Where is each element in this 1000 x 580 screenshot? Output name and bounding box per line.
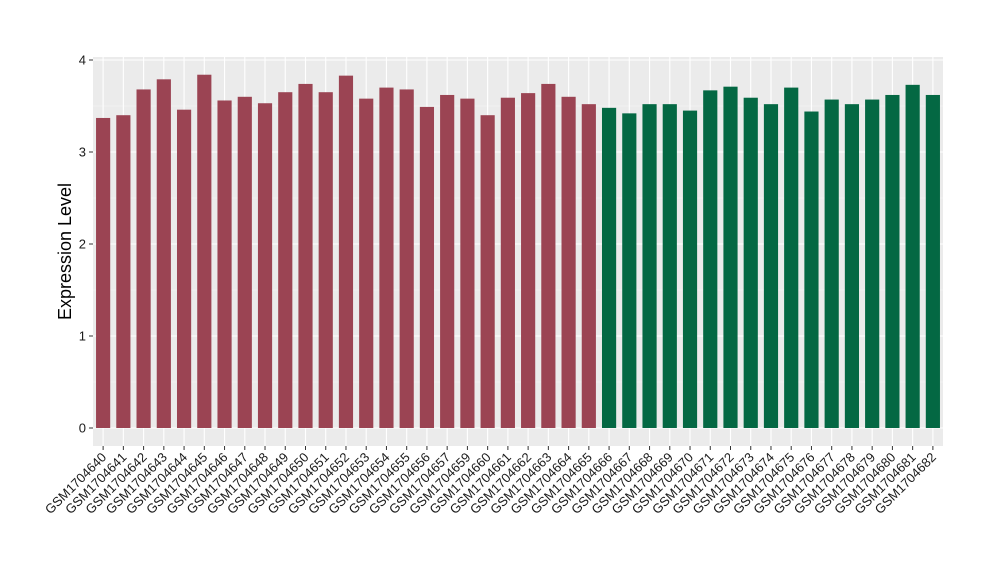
bar-GSM1704651 — [318, 92, 333, 428]
bar-GSM1704666 — [601, 107, 617, 428]
bar-GSM1704682 — [925, 94, 940, 429]
y-tick-label: 2 — [79, 237, 86, 252]
bar-GSM1704680 — [885, 94, 900, 429]
bar-GSM1704650 — [298, 83, 313, 429]
bar-GSM1704665 — [581, 104, 596, 428]
y-axis: 0 1 2 3 4 — [79, 53, 93, 436]
bar-GSM1704672 — [723, 86, 738, 429]
bar-GSM1704645 — [197, 74, 212, 428]
grid-minor — [93, 105, 943, 383]
bar-GSM1704664 — [561, 96, 576, 429]
bar-GSM1704678 — [844, 104, 860, 428]
y-tick-label: 0 — [79, 421, 86, 436]
bar-GSM1704640 — [96, 117, 111, 429]
bar-GSM1704649 — [278, 92, 293, 428]
bar-GSM1704675 — [784, 87, 799, 428]
y-tick-label: 4 — [79, 53, 86, 68]
bar-GSM1704647 — [237, 96, 252, 429]
bar-GSM1704679 — [865, 99, 880, 428]
bar-GSM1704656 — [419, 106, 435, 429]
bar-GSM1704669 — [662, 104, 677, 428]
bar-GSM1704657 — [440, 94, 455, 429]
bar-GSM1704677 — [824, 99, 839, 428]
bar-GSM1704663 — [541, 83, 556, 429]
y-axis-title: Expression Level — [55, 183, 75, 320]
bar-GSM1704642 — [136, 89, 151, 428]
plot-background — [93, 57, 943, 446]
bar-GSM1704646 — [217, 100, 232, 428]
bar-GSM1704674 — [763, 104, 779, 428]
x-axis: GSM1704640GSM1704641GSM1704642GSM1704643… — [42, 446, 939, 517]
bar-GSM1704659 — [460, 98, 475, 428]
bar-GSM1704643 — [156, 79, 171, 428]
bar-GSM1704648 — [257, 103, 273, 429]
bar-GSM1704660 — [480, 115, 495, 428]
bar-GSM1704652 — [338, 75, 354, 428]
bar-GSM1704662 — [521, 93, 536, 429]
bar-GSM1704654 — [379, 87, 394, 428]
bar-GSM1704670 — [682, 110, 698, 428]
bar-GSM1704681 — [905, 84, 920, 428]
bar-GSM1704655 — [399, 89, 414, 428]
bars — [96, 74, 940, 429]
bar-GSM1704644 — [176, 109, 192, 429]
y-tick-label: 3 — [79, 145, 86, 160]
bar-GSM1704676 — [804, 111, 819, 429]
bar-GSM1704641 — [116, 115, 131, 428]
y-tick-label: 1 — [79, 329, 86, 344]
bar-GSM1704673 — [743, 97, 758, 428]
bar-GSM1704661 — [500, 97, 515, 428]
bar-GSM1704668 — [642, 104, 657, 428]
bar-GSM1704667 — [622, 113, 637, 429]
bar-GSM1704671 — [703, 90, 718, 429]
bar-GSM1704653 — [359, 98, 374, 428]
